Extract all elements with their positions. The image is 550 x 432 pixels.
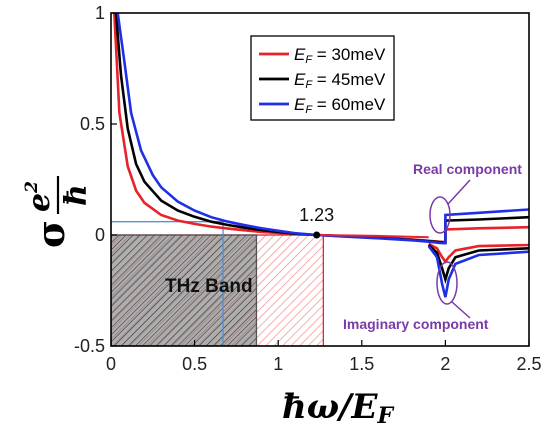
y-axis-label-numerator: e2 [22, 181, 57, 212]
legend-label-0: EF = 30meV [294, 45, 386, 66]
y-tick-label-2: 0.5 [80, 114, 105, 134]
x-axis-label: ħω/EF [282, 387, 394, 429]
imaginary-component-label: Imaginary component [343, 316, 489, 332]
imaginary-component-marker [436, 261, 458, 305]
legend-label-1: EF = 45meV [294, 70, 386, 91]
x-tick-label-5: 2.5 [516, 354, 541, 374]
y-tick-label-1: 0 [95, 225, 105, 245]
real-component-pointer [447, 179, 471, 205]
y-axis-label-symbol: σ [28, 220, 73, 248]
series-2-imaginary-line [427, 245, 529, 298]
x-tick-label-0: 0 [106, 354, 116, 374]
series-0-real-step-line [443, 225, 529, 244]
series-1-imaginary-line [427, 244, 529, 284]
x-tick-label-1: 0.5 [182, 354, 207, 374]
thz-band-label: THz Band [165, 276, 253, 297]
y-axis-label-denominator: ħ [59, 184, 94, 206]
real-component-marker [429, 196, 451, 234]
y-tick-label-3: 1 [95, 3, 105, 23]
series-2-real-step-line [443, 208, 529, 245]
imaginary-baseline [316, 234, 429, 239]
x-tick-label-2: 1 [273, 354, 283, 374]
x-tick-label-3: 1.5 [349, 354, 374, 374]
legend-label-2: EF = 60meV [294, 95, 386, 116]
plot-frame [110, 12, 530, 347]
x-tick-label-4: 2 [440, 354, 450, 374]
gray-band-hatch [111, 235, 257, 346]
y-axis-label: σ e2 ħ [22, 176, 94, 248]
crossing-point-label: 1.23 [299, 205, 334, 225]
series-0-imaginary-line [428, 242, 529, 264]
y-tick-label-0: -0.5 [74, 336, 105, 356]
imaginary-component-pointer [451, 301, 471, 319]
crossing-point-marker [313, 231, 321, 239]
legend: EF = 30meV EF = 45meV EF = 60meV [250, 35, 395, 121]
series-2-real-line [116, 13, 444, 245]
real-component-label: Real component [413, 161, 522, 177]
axis-ticks: 0 0.5 1 1.5 2 2.5-0.500.51 [74, 3, 542, 374]
